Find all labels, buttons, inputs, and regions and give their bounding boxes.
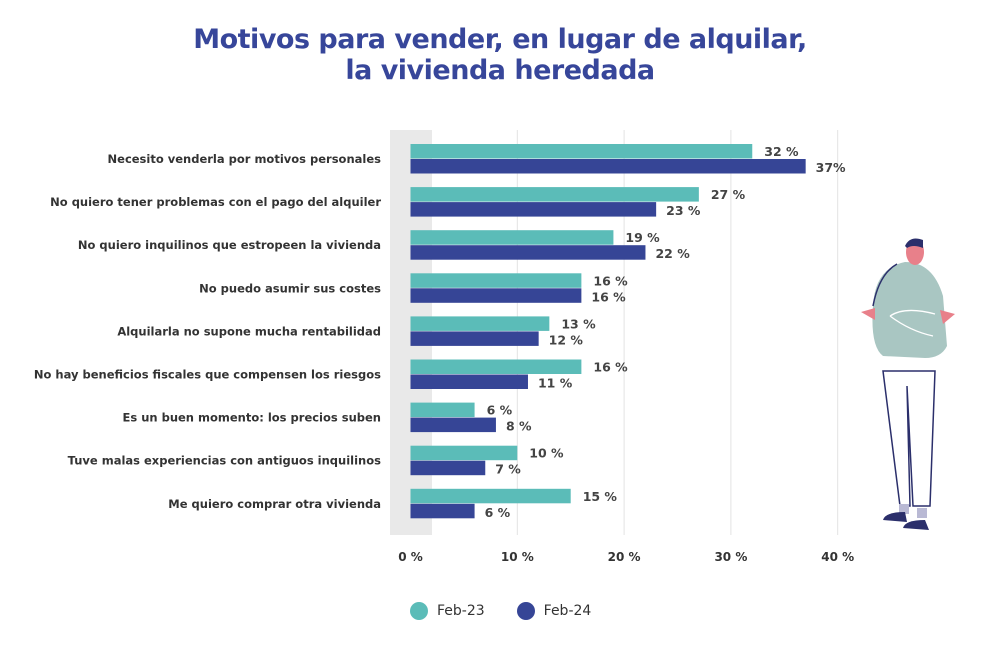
bar-feb-24 [410,288,582,303]
legend-swatch-feb-24 [516,602,535,620]
data-label: 22 % [655,246,690,261]
x-tick-label: 40 % [821,550,854,564]
category-label: Es un buen momento: los precios suben [123,411,382,425]
legend-swatch-feb-23 [410,602,428,620]
person-illustration [861,238,955,530]
bar-feb-24 [410,331,539,346]
bar-feb-24 [410,417,496,433]
data-label: 7 % [495,462,521,477]
data-label: 8 % [506,419,532,434]
bar-feb-23 [410,316,550,331]
data-label: 16 % [593,360,628,375]
data-label: 27 % [711,187,746,202]
bar-feb-24 [410,159,806,174]
bar-feb-24 [410,202,657,217]
category-label: Me quiero comprar otra vivienda [168,497,381,511]
data-label: 19 % [625,230,660,245]
bar-feb-23 [410,488,571,504]
category-label: Necesito venderla por motivos personales [108,152,382,166]
bar-feb-23 [410,273,582,288]
x-tick-label: 0 % [398,550,423,564]
data-label: 13 % [561,316,596,331]
bar-feb-23 [410,144,753,159]
data-label: 6 % [485,505,511,520]
category-label: No quiero tener problemas con el pago de… [50,195,381,209]
bar-feb-24 [410,503,475,519]
legend-label: Feb-23 [437,603,485,619]
data-label: 32 % [764,144,799,159]
category-label: Tuve malas experiencias con antiguos inq… [68,454,382,468]
data-label: 16 % [593,273,628,288]
x-tick-label: 30 % [714,550,747,564]
bar-feb-23 [410,187,699,202]
bar-feb-23 [410,402,475,418]
bar-feb-24 [410,245,646,260]
bar-feb-24 [410,460,486,476]
category-label: No hay beneficios fiscales que compensen… [34,368,381,382]
bar-feb-24 [410,374,528,389]
x-tick-label: 10 % [501,550,534,564]
category-label: Alquilarla no supone mucha rentabilidad [117,324,381,338]
title-line-1: Motivos para vender, en lugar de alquila… [193,24,807,55]
data-label: 6 % [487,403,513,418]
chart-title: Motivos para vender, en lugar de alquila… [0,24,1000,86]
data-label: 23 % [666,203,701,218]
bar-feb-23 [410,230,614,245]
category-label: No puedo asumir sus costes [199,281,381,295]
legend-label: Feb-24 [543,603,592,619]
title-line-2: la vivienda heredada [345,55,655,86]
data-label: 16 % [591,289,626,304]
x-tick-label: 20 % [608,550,641,564]
data-label: 15 % [583,489,618,504]
data-label: 10 % [529,446,564,461]
bar-feb-23 [410,445,518,461]
data-label: 12 % [549,332,584,347]
category-label: No quiero inquilinos que estropeen la vi… [78,238,381,252]
legend: Feb-23 Feb-24 [410,602,591,620]
legend-item-feb-23: Feb-23 [410,602,485,620]
bar-feb-23 [410,359,582,374]
legend-item-feb-24: Feb-24 [516,602,592,620]
data-label: 37% [816,160,846,175]
data-label: 11 % [538,376,573,391]
